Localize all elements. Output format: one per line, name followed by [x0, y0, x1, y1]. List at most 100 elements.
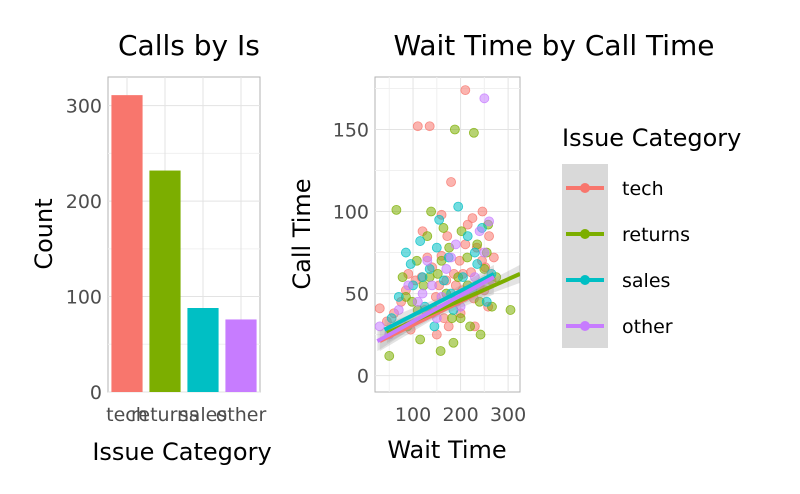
scatter-point-sales — [458, 272, 468, 283]
scatter-y-ticks: 0 50 100 150 — [333, 120, 369, 388]
scatter-point-sales — [424, 264, 435, 274]
scatter-point-returns — [468, 127, 479, 138]
bar-chart-title: Calls by Is — [118, 29, 260, 62]
scatter-point-sales — [417, 272, 428, 283]
scatter-point-other — [479, 93, 490, 104]
scatter-point-other — [412, 296, 423, 307]
scatter-point-returns — [462, 252, 473, 263]
scatter-point-returns — [465, 321, 475, 332]
scatter-point-sales — [453, 201, 464, 212]
scatter-point-other — [417, 288, 428, 299]
scatter-points — [374, 85, 516, 361]
bar-y-axis-title: Count — [30, 198, 58, 269]
scatter-x-tick-label: 100 — [395, 404, 431, 426]
legend-point-tech — [580, 183, 590, 193]
scatter-point-sales — [386, 313, 397, 324]
scatter-point-returns — [475, 329, 486, 340]
scatter-point-other — [441, 264, 452, 274]
scatter-point-other — [427, 280, 437, 291]
scatter-point-sales — [431, 242, 442, 253]
scatter-chart-title: Wait Time by Call Time — [393, 29, 714, 62]
scatter-x-tick-label: 200 — [442, 404, 478, 426]
scatter-point-returns — [449, 124, 460, 135]
scatter-point-returns — [447, 313, 457, 324]
scatter-point-sales — [434, 214, 445, 225]
scatter-point-tech — [477, 206, 488, 217]
legend-point-other — [580, 321, 590, 331]
legend-label-sales: sales — [622, 270, 670, 292]
scatter-point-returns — [435, 346, 446, 356]
legend-entries: tech returns sales other — [566, 178, 690, 338]
scatter-point-tech — [488, 252, 499, 263]
scatter-point-sales — [401, 247, 411, 258]
scatter-point-sales — [472, 259, 483, 269]
scatter-point-other — [474, 226, 485, 237]
scatter-point-returns — [426, 206, 436, 217]
scatter-x-tick-label: 300 — [490, 404, 526, 426]
scatter-point-tech — [462, 219, 473, 230]
bar-y-tick-label: 300 — [66, 96, 102, 118]
legend-title: Issue Category — [562, 124, 741, 152]
legend-label-tech: tech — [622, 178, 664, 200]
legend-point-sales — [580, 275, 590, 285]
scatter-point-tech — [484, 231, 494, 242]
scatter-point-returns — [455, 313, 466, 324]
scatter-point-sales — [405, 259, 416, 269]
scatter-trend-line-sales — [383, 272, 495, 332]
scatter-point-other — [484, 216, 494, 227]
scatter-point-tech — [446, 177, 456, 187]
legend-label-other: other — [622, 316, 673, 338]
scatter-point-returns — [422, 231, 433, 242]
legend-label-returns: returns — [622, 224, 690, 246]
scatter-trend-line-other — [376, 275, 495, 343]
scatter-point-tech — [442, 231, 453, 242]
bar-y-tick-label: 200 — [66, 191, 102, 213]
bar-series — [111, 95, 257, 393]
scatter-point-other — [446, 252, 456, 263]
scatter-point-returns — [397, 272, 408, 283]
scatter-point-other — [403, 280, 414, 291]
scatter-point-tech — [424, 121, 435, 132]
scatter-point-returns — [418, 280, 429, 291]
bar-x-tick-label: sales — [179, 404, 227, 426]
bar-x-tick-label: returns — [131, 404, 199, 426]
bar-x-tick-label: other — [216, 404, 267, 426]
legend-point-returns — [580, 229, 590, 239]
scatter-point-sales — [439, 275, 449, 286]
scatter-point-sales — [469, 247, 480, 258]
scatter-point-sales — [462, 231, 473, 242]
legend-key-background — [562, 164, 608, 348]
scatter-point-returns — [391, 204, 402, 215]
bar-sales — [187, 308, 219, 392]
bar-x-axis-title: Issue Category — [92, 438, 271, 466]
scatter-y-tick-label: 100 — [333, 202, 369, 224]
scatter-point-other — [479, 247, 490, 258]
scatter-point-returns — [505, 305, 516, 315]
scatter-point-sales — [429, 321, 440, 332]
bar-y-tick-label: 0 — [90, 382, 102, 404]
scatter-point-sales — [415, 236, 426, 246]
scatter-point-tech — [467, 213, 478, 223]
scatter-y-axis-title: Call Time — [288, 178, 316, 289]
scatter-x-ticks: 100 200 300 — [395, 404, 526, 426]
scatter-chart: Wait Time by Call Time 0 50 100 150 100 200 3… — [288, 29, 715, 464]
scatter-point-tech — [374, 303, 385, 314]
scatter-point-returns — [472, 239, 483, 250]
scatter-point-tech — [431, 329, 442, 340]
bar-other — [225, 319, 257, 392]
scatter-point-other — [450, 239, 461, 250]
scatter-y-tick-label: 0 — [357, 366, 369, 388]
scatter-point-other — [422, 255, 433, 266]
bar-chart: Calls by Is 0 100 200 300 techreturnssaleso… — [30, 29, 272, 466]
scatter-point-sales — [481, 296, 492, 307]
scatter-point-returns — [438, 223, 449, 233]
scatter-point-returns — [384, 351, 395, 361]
scatter-point-other — [374, 321, 385, 332]
scatter-point-tech — [460, 239, 471, 250]
bar-returns — [149, 170, 181, 392]
scatter-x-axis-title: Wait Time — [387, 436, 506, 464]
bar-x-tick-label: tech — [106, 404, 148, 426]
scatter-point-tech — [412, 121, 423, 132]
